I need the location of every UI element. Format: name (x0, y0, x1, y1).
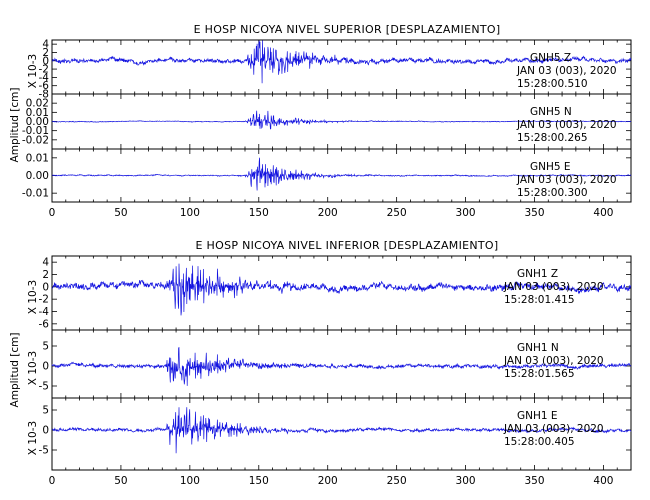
y-tick-label: -0.01 (22, 188, 49, 200)
y-tick-label: 0 (42, 281, 49, 293)
y-tick-label: 5 (42, 405, 49, 417)
y-tick-label: -6 (39, 80, 50, 92)
x-tick-label: 400 (593, 475, 613, 487)
x-tick-label: 250 (387, 207, 407, 219)
y-scale-label: X 10-3 (27, 351, 39, 385)
y-tick-label: -4 (39, 306, 50, 318)
x-tick-label: 100 (180, 207, 200, 219)
x-tick-label: 350 (524, 207, 544, 219)
upper-chart: Amplitud [cm]420-2-4-6-8X 10-3 GNH5 ZJAN … (9, 39, 632, 219)
station-label: GNH1 Z (517, 268, 558, 280)
station-label: GNH1 E (517, 410, 558, 422)
x-tick-label: 250 (387, 475, 407, 487)
upper-chart-title: E HOSP NICOYA NIVEL SUPERIOR [DESPLAZAMI… (194, 23, 501, 36)
time-label: 15:28:00.510 (517, 78, 588, 90)
y-tick-label: -8 (39, 89, 49, 101)
waveform-trace (51, 40, 632, 84)
time-label: 15:28:00.265 (517, 132, 588, 144)
y-tick-label: 0 (42, 425, 49, 437)
x-tick-label: 300 (456, 207, 476, 219)
y-axis-label: Amplitud [cm] (9, 333, 21, 408)
lower-chart-title: E HOSP NICOYA NIVEL INFERIOR [DESPLAZAMI… (196, 239, 499, 252)
date-label: JAN 03 (003), 2020 (503, 423, 604, 435)
x-tick-label: 400 (593, 207, 613, 219)
y-tick-label: 5 (42, 341, 49, 353)
y-tick-label: -2 (39, 294, 49, 306)
y-tick-label: 0 (42, 55, 49, 67)
y-tick-label: 0.00 (26, 116, 49, 128)
x-tick-label: 350 (524, 475, 544, 487)
y-tick-label: 4 (42, 39, 49, 51)
y-tick-label: 0 (42, 361, 49, 373)
y-scale-label: X 10-3 (27, 54, 39, 88)
x-tick-label: 50 (114, 207, 127, 219)
x-tick-label: 200 (318, 475, 338, 487)
y-scale-label: X 10-3 (27, 280, 39, 314)
station-label: GNH5 N (530, 106, 572, 118)
y-tick-label: -0.01 (22, 125, 49, 137)
y-tick-label: 4 (42, 257, 49, 269)
y-tick-label: 0.01 (26, 152, 49, 164)
y-tick-label: -5 (39, 445, 49, 457)
y-tick-label: 0.00 (26, 170, 49, 182)
station-label: GNH1 N (517, 342, 559, 354)
y-axis-label: Amplitud [cm] (9, 88, 21, 163)
x-tick-label: 150 (249, 207, 269, 219)
station-label: GNH5 Z (530, 52, 571, 64)
y-tick-label: -0.02 (22, 134, 49, 146)
time-label: 15:28:00.405 (504, 436, 575, 448)
date-label: JAN 03 (003), 2020 (503, 355, 604, 367)
waveform-trace (51, 263, 632, 316)
time-label: 15:28:01.565 (504, 368, 575, 380)
date-label: JAN 03 (003), 2020 (516, 174, 617, 186)
x-tick-label: 0 (49, 475, 56, 487)
y-tick-label: 0.02 (26, 98, 49, 110)
waveform-trace (52, 407, 632, 454)
y-tick-label: -4 (39, 72, 50, 84)
waveform-trace (51, 110, 632, 130)
station-label: GNH5 E (530, 161, 571, 173)
x-tick-label: 300 (456, 475, 476, 487)
date-label: JAN 03 (003), 2020 (503, 281, 604, 293)
date-label: JAN 03 (003), 2020 (516, 119, 617, 131)
y-tick-label: 2 (42, 269, 49, 281)
x-tick-label: 200 (318, 207, 338, 219)
waveform-trace (51, 157, 632, 191)
y-tick-label: -5 (39, 381, 49, 393)
x-tick-label: 50 (114, 475, 127, 487)
y-tick-label: 0.01 (26, 107, 49, 119)
time-label: 15:28:00.300 (517, 187, 588, 199)
x-tick-label: 150 (249, 475, 269, 487)
time-label: 15:28:01.415 (504, 294, 575, 306)
x-tick-label: 100 (180, 475, 200, 487)
y-tick-label: 2 (42, 47, 49, 59)
date-label: JAN 03 (003), 2020 (516, 65, 617, 77)
waveform-trace (51, 347, 632, 386)
x-tick-label: 0 (49, 207, 56, 219)
y-tick-label: -6 (39, 318, 50, 330)
y-scale-label: X 10-3 (27, 421, 39, 455)
y-tick-label: -2 (39, 64, 49, 76)
